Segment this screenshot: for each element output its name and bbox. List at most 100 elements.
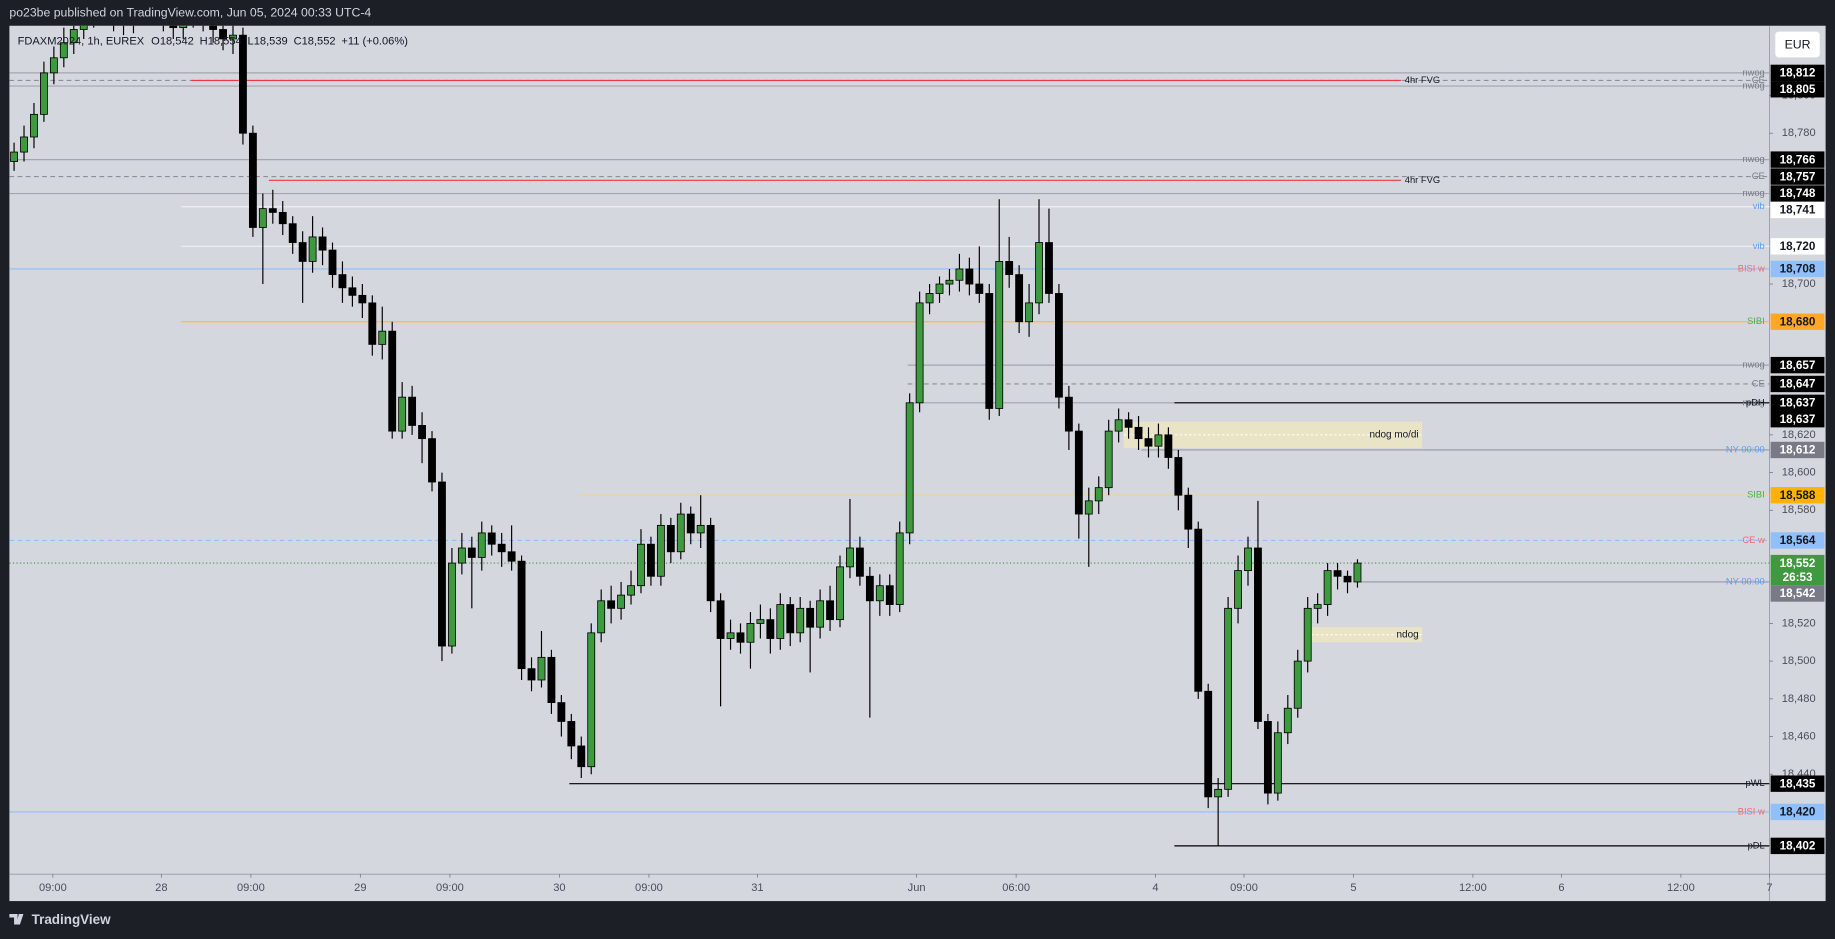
candle-body	[736, 632, 745, 643]
candle-body	[328, 249, 337, 276]
candle-body	[30, 113, 38, 138]
candle-body	[438, 481, 446, 647]
y-tick-label: 18,600	[1782, 467, 1816, 479]
change: +11 (+0.06%)	[341, 35, 408, 47]
x-tick-label: 4	[1152, 882, 1158, 894]
price-tag	[1770, 411, 1825, 428]
brand-logo: TradingView	[9, 912, 111, 927]
candle-body	[179, 25, 188, 29]
candle-body	[1214, 788, 1223, 798]
currency-label[interactable]: EUR	[1785, 37, 1811, 51]
candle-body	[268, 208, 277, 213]
candle-body	[726, 632, 735, 639]
ohlc-key: C	[294, 35, 302, 47]
levels	[9, 72, 1770, 847]
candle-body	[388, 330, 397, 432]
candle-body	[756, 619, 765, 624]
currency-button[interactable]	[1775, 31, 1820, 58]
x-tick-label: 06:00	[1002, 882, 1030, 894]
candle-body	[806, 607, 815, 628]
x-tick-label: 28	[155, 882, 167, 894]
candle-body	[418, 425, 426, 440]
price-tag	[1770, 356, 1825, 374]
candle-body	[1224, 607, 1233, 790]
candle-body	[318, 236, 327, 251]
level-label: nwog	[1742, 67, 1764, 77]
x-tick-label: 09:00	[436, 882, 464, 894]
candle-body	[846, 547, 854, 568]
ohlc-value: 18,552	[302, 35, 336, 47]
candle-body	[925, 293, 934, 304]
price-tag-label: 18,812	[1780, 67, 1816, 80]
price-tag	[1770, 201, 1825, 219]
candle-body	[1234, 570, 1242, 609]
price-tag-label: 18,647	[1780, 378, 1816, 391]
symbol: FDAXM2024, 1h, EUREX	[18, 35, 145, 47]
candle-body	[617, 594, 626, 609]
publisher-line: po23be published on TradingView.com, Jun…	[9, 6, 371, 20]
level-label: CE	[1752, 171, 1765, 181]
price-tag-label: 18,720	[1780, 240, 1816, 253]
candle-body	[169, 25, 178, 29]
price-tag-label: 18,708	[1780, 263, 1816, 276]
ohlc-key: O	[151, 35, 160, 47]
candle-body	[816, 600, 825, 628]
level-label: nwog	[1742, 154, 1764, 164]
zone-label: ndog	[1397, 629, 1419, 640]
y-tick-label: 18,460	[1782, 730, 1816, 742]
candle-body	[836, 566, 844, 621]
candle-body	[1064, 396, 1073, 432]
candles	[10, 25, 1362, 846]
level-label: 4hr FVG	[1405, 175, 1440, 185]
candle-body	[1194, 528, 1203, 692]
price-tag	[1770, 487, 1825, 504]
level-label: vib	[1753, 201, 1765, 211]
level-label: NY 00:00	[1726, 444, 1765, 454]
x-tick-label: 7	[1766, 882, 1772, 894]
price-tag	[1770, 441, 1825, 459]
candle-body	[79, 25, 88, 30]
price-tag-label: 18,564	[1780, 534, 1816, 547]
price-tag	[1770, 394, 1825, 412]
x-tick-label: 09:00	[237, 882, 265, 894]
ohlc-value: 18,554	[208, 35, 242, 47]
candle-body	[965, 268, 974, 285]
countdown: 26:53	[1783, 571, 1813, 584]
candle-body	[1124, 419, 1133, 428]
candle-body	[935, 283, 944, 294]
price-tag-label: 18,805	[1780, 83, 1816, 96]
candle-body	[1114, 419, 1123, 432]
candle-body	[1025, 302, 1033, 323]
price-tag	[1770, 151, 1825, 168]
candle-body	[288, 223, 297, 243]
candle-body	[975, 283, 984, 294]
candle-body	[567, 721, 576, 747]
logo-mark	[9, 913, 24, 925]
price-tag-label: 18,748	[1780, 187, 1816, 200]
y-tick-label: 18,620	[1782, 429, 1816, 441]
x-tick-label: 6	[1558, 882, 1564, 894]
candle-body	[1144, 438, 1153, 447]
price-tag	[1770, 64, 1825, 82]
candle-body	[995, 261, 1004, 409]
candle-body	[796, 607, 805, 634]
candle-body	[716, 600, 725, 639]
price-tag	[1770, 837, 1825, 855]
candle-body	[239, 34, 247, 134]
level-label: pDH	[1746, 397, 1765, 407]
price-tag	[1770, 238, 1825, 255]
ohlc-value: 18,542	[160, 35, 194, 47]
candle-body	[1035, 242, 1043, 304]
x-tick-label: 30	[553, 882, 565, 894]
level-label: pWL	[1746, 778, 1765, 788]
candle-body	[865, 575, 874, 602]
candle-body	[537, 656, 546, 681]
level-label: SIBI	[1747, 490, 1765, 500]
candle-body	[1164, 434, 1173, 458]
candle-body	[666, 524, 675, 553]
candle-body	[457, 547, 466, 564]
candle-body	[368, 302, 377, 345]
candle-body	[1005, 261, 1014, 276]
candle-body	[1244, 547, 1252, 572]
